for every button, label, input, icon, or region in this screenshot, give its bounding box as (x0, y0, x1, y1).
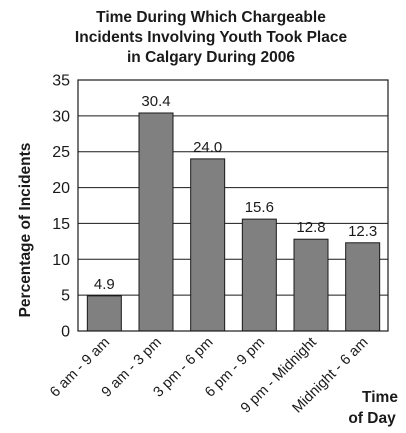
bars (86, 112, 381, 332)
y-tick-label: 0 (61, 324, 70, 341)
x-axis-label: Time of Day (348, 389, 398, 427)
x-axis-label-line-2: of Day (348, 410, 396, 427)
chart-title-line-2: Incidents Involving Youth Took Place (75, 29, 348, 46)
plot-area (78, 80, 388, 331)
bar (241, 218, 277, 332)
bar-data-label: 24.0 (193, 139, 222, 156)
y-tick-label: 25 (52, 144, 70, 161)
bar (86, 295, 122, 332)
data-labels: 4.9 30.4 24.0 15.6 12.8 12.3 (94, 93, 377, 293)
gridlines (78, 80, 388, 331)
bar-data-label: 4.9 (94, 276, 115, 293)
y-tick-label: 5 (61, 288, 70, 305)
plot-frame (77, 79, 389, 332)
y-tick-label: 35 (52, 73, 70, 90)
bar (345, 242, 381, 332)
bar-data-label: 12.8 (296, 219, 325, 236)
plot-border (77, 79, 389, 332)
bar (190, 158, 226, 332)
bar (138, 112, 174, 332)
bar-data-label: 15.6 (245, 199, 274, 216)
y-axis-ticks: 0 5 10 15 20 25 30 35 (52, 73, 70, 341)
y-tick-label: 20 (52, 180, 70, 197)
x-axis-label-line-1: Time (362, 389, 398, 406)
chart-title-line-3: in Calgary During 2006 (127, 49, 295, 66)
bar-data-label: 12.3 (348, 223, 377, 240)
bar (293, 238, 329, 332)
chart-title-line-1: Time During Which Chargeable (96, 9, 326, 26)
y-axis-label: Percentage of Incidents (17, 143, 34, 318)
x-axis-category-labels: 6 am - 9 am9 am - 3 pm3 pm - 6 pm6 pm - … (47, 335, 371, 417)
bar-data-label: 30.4 (141, 93, 170, 110)
y-tick-label: 15 (52, 216, 70, 233)
y-tick-label: 30 (52, 108, 70, 125)
chart-title: Time During Which Chargeable Incidents I… (75, 9, 348, 66)
y-tick-label: 10 (52, 252, 70, 269)
